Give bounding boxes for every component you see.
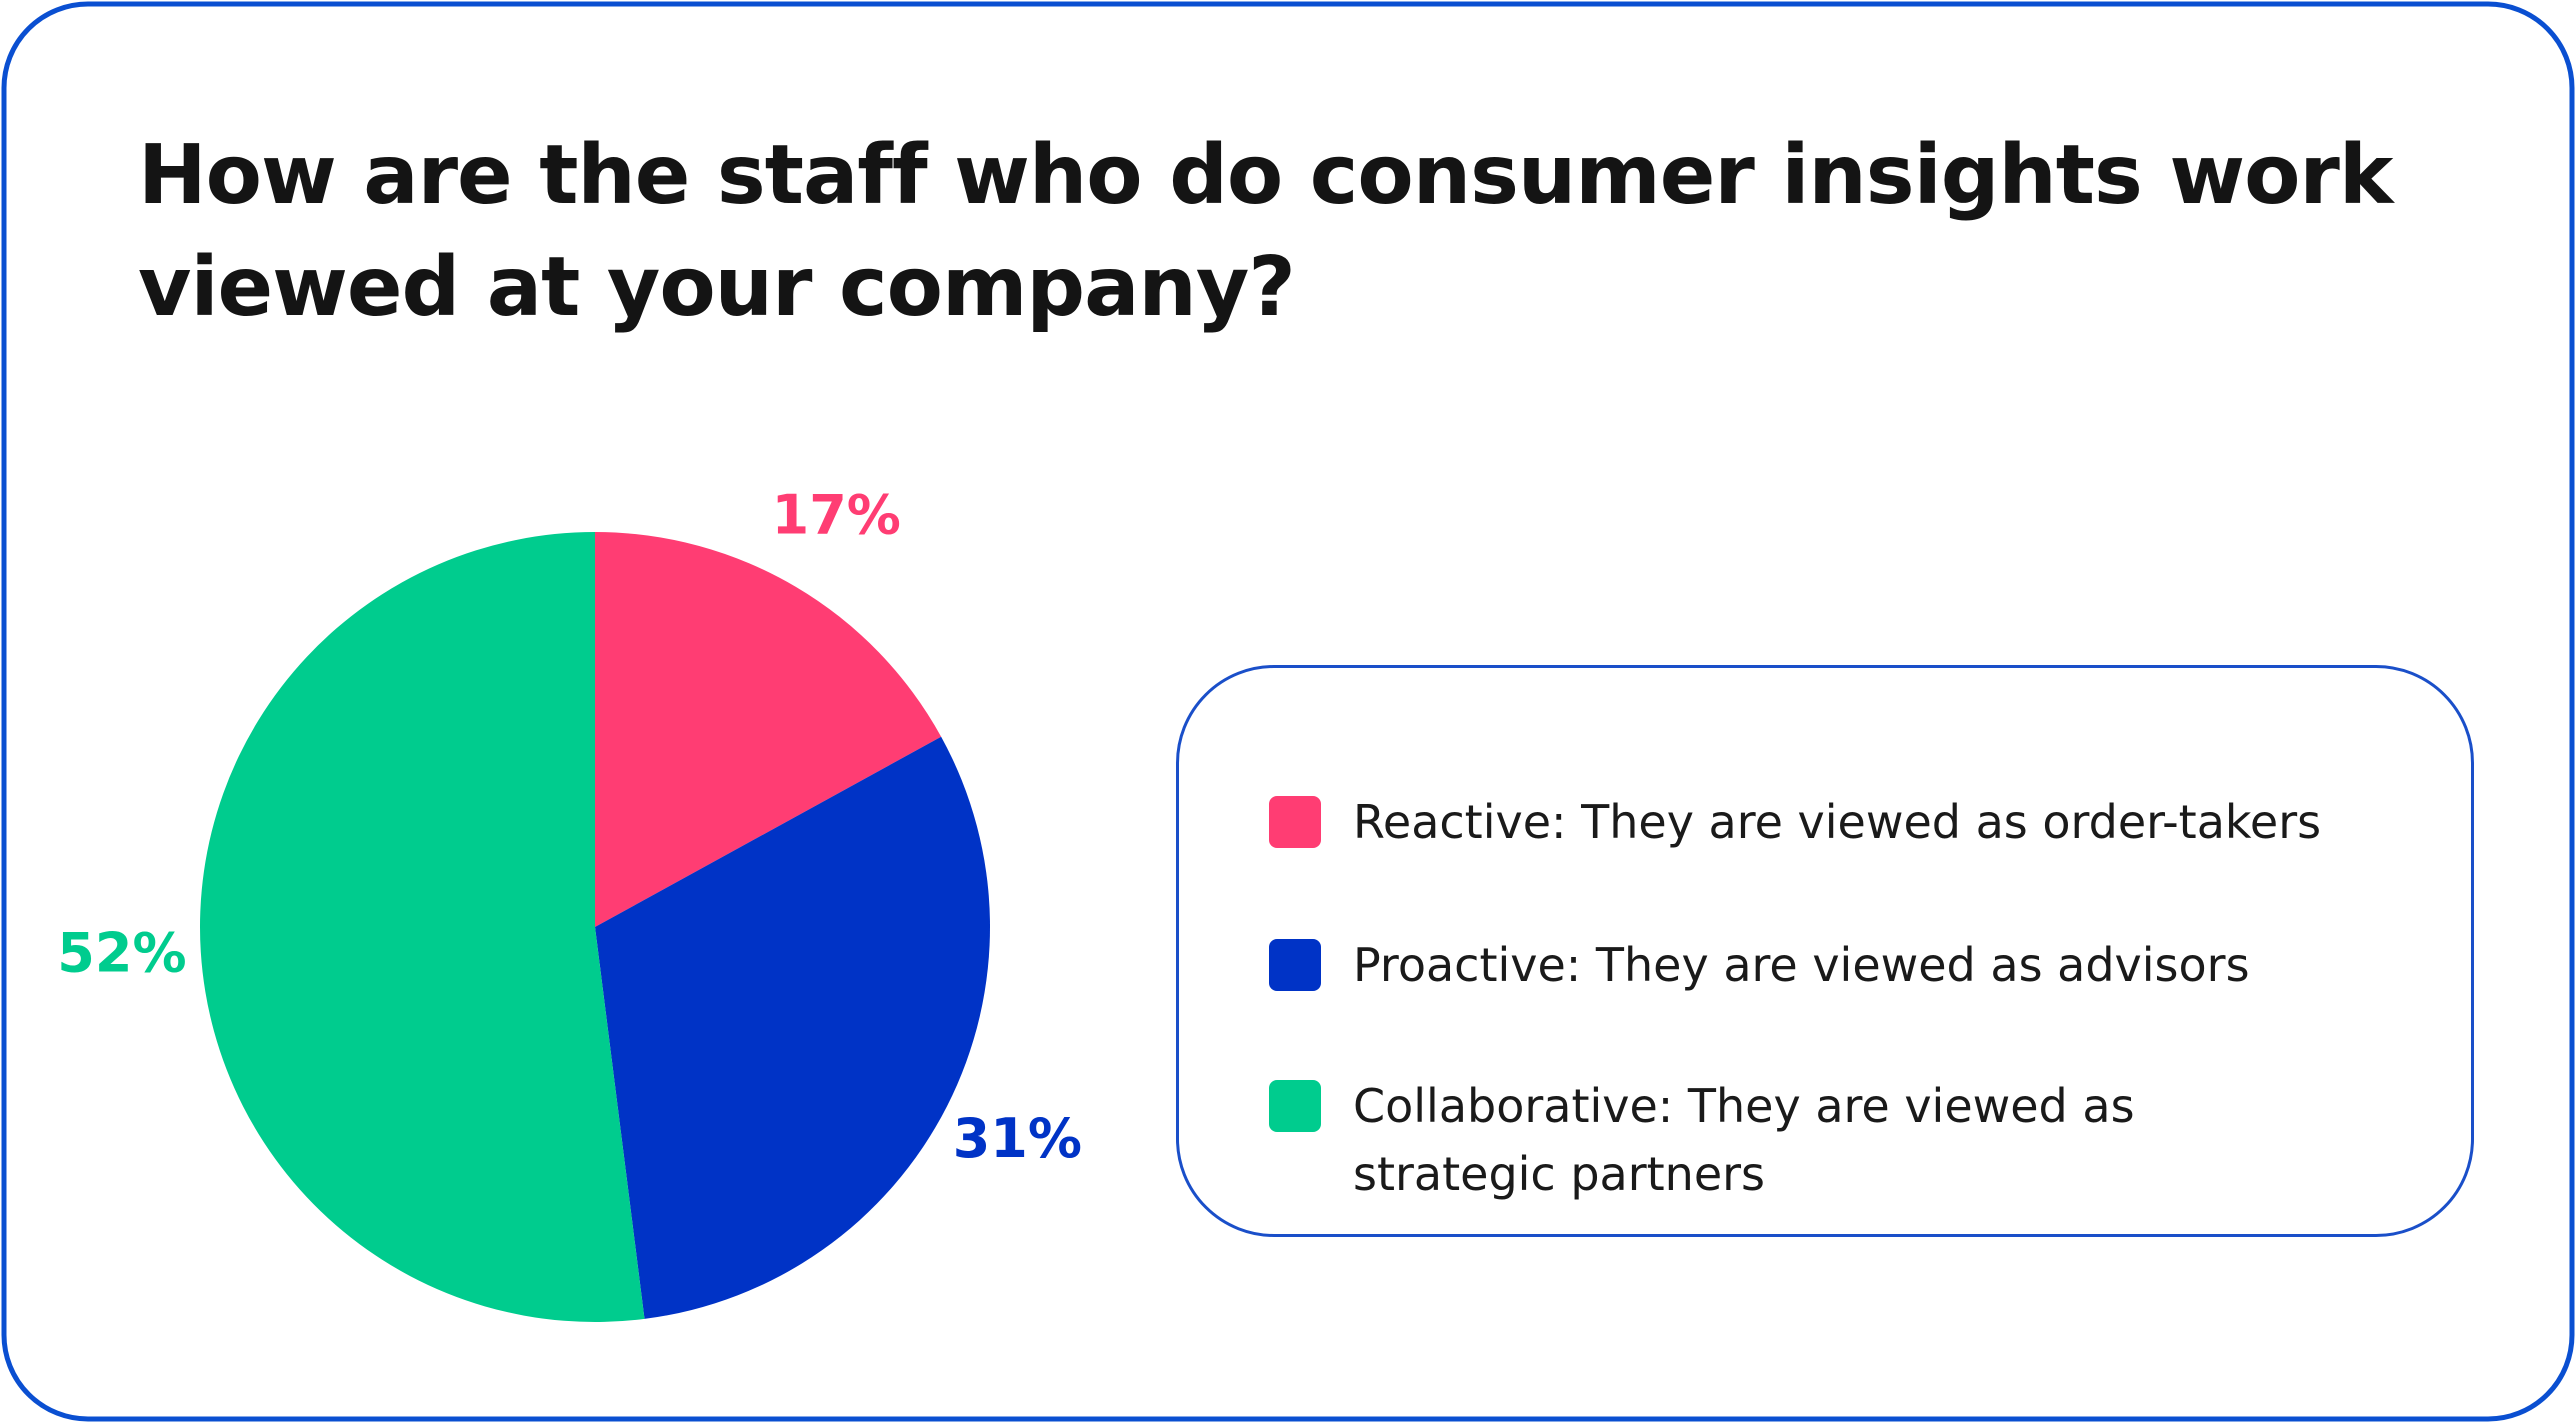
legend-label: Reactive: They are viewed as order-taker…	[1353, 795, 2322, 849]
value-label: 31%	[953, 1107, 1082, 1170]
chart-title: How are the staff who do consumer insigh…	[138, 128, 2393, 335]
legend-label: Collaborative: They are viewed as strate…	[1353, 1079, 2135, 1201]
legend-item: Collaborative: They are viewed as strate…	[1269, 1076, 2213, 1208]
pie-slice	[595, 736, 990, 1319]
value-label: 17%	[772, 484, 901, 547]
legend-swatch	[1269, 1080, 1321, 1132]
legend: Reactive: They are viewed as order-taker…	[1176, 665, 2474, 1237]
legend-label: Proactive: They are viewed as advisors	[1353, 938, 2250, 992]
pie-slice	[199, 532, 645, 1322]
legend-item: Proactive: They are viewed as advisors	[1269, 935, 2250, 999]
legend-swatch	[1269, 939, 1321, 991]
pie-slice	[595, 532, 942, 927]
value-label: 52%	[57, 921, 186, 984]
legend-item: Reactive: They are viewed as order-taker…	[1269, 792, 2321, 856]
legend-swatch	[1269, 796, 1321, 848]
pie: 17% 31% 52%	[57, 484, 1082, 1322]
